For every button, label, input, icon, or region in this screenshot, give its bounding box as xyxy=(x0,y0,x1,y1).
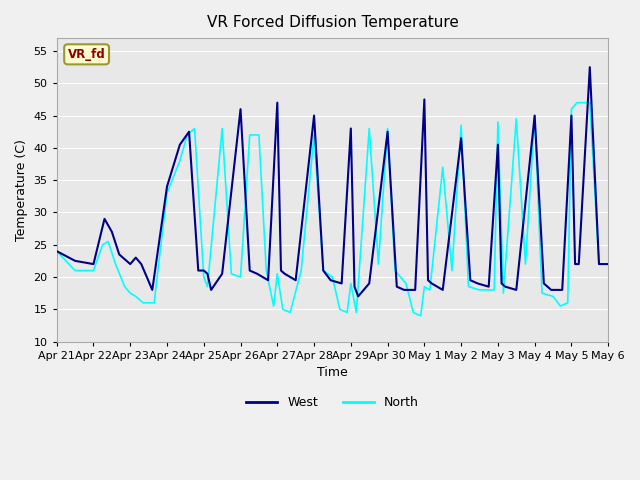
Title: VR Forced Diffusion Temperature: VR Forced Diffusion Temperature xyxy=(207,15,458,30)
Y-axis label: Temperature (C): Temperature (C) xyxy=(15,139,28,241)
Legend: West, North: West, North xyxy=(241,391,424,414)
X-axis label: Time: Time xyxy=(317,366,348,379)
Text: VR_fd: VR_fd xyxy=(68,48,106,61)
